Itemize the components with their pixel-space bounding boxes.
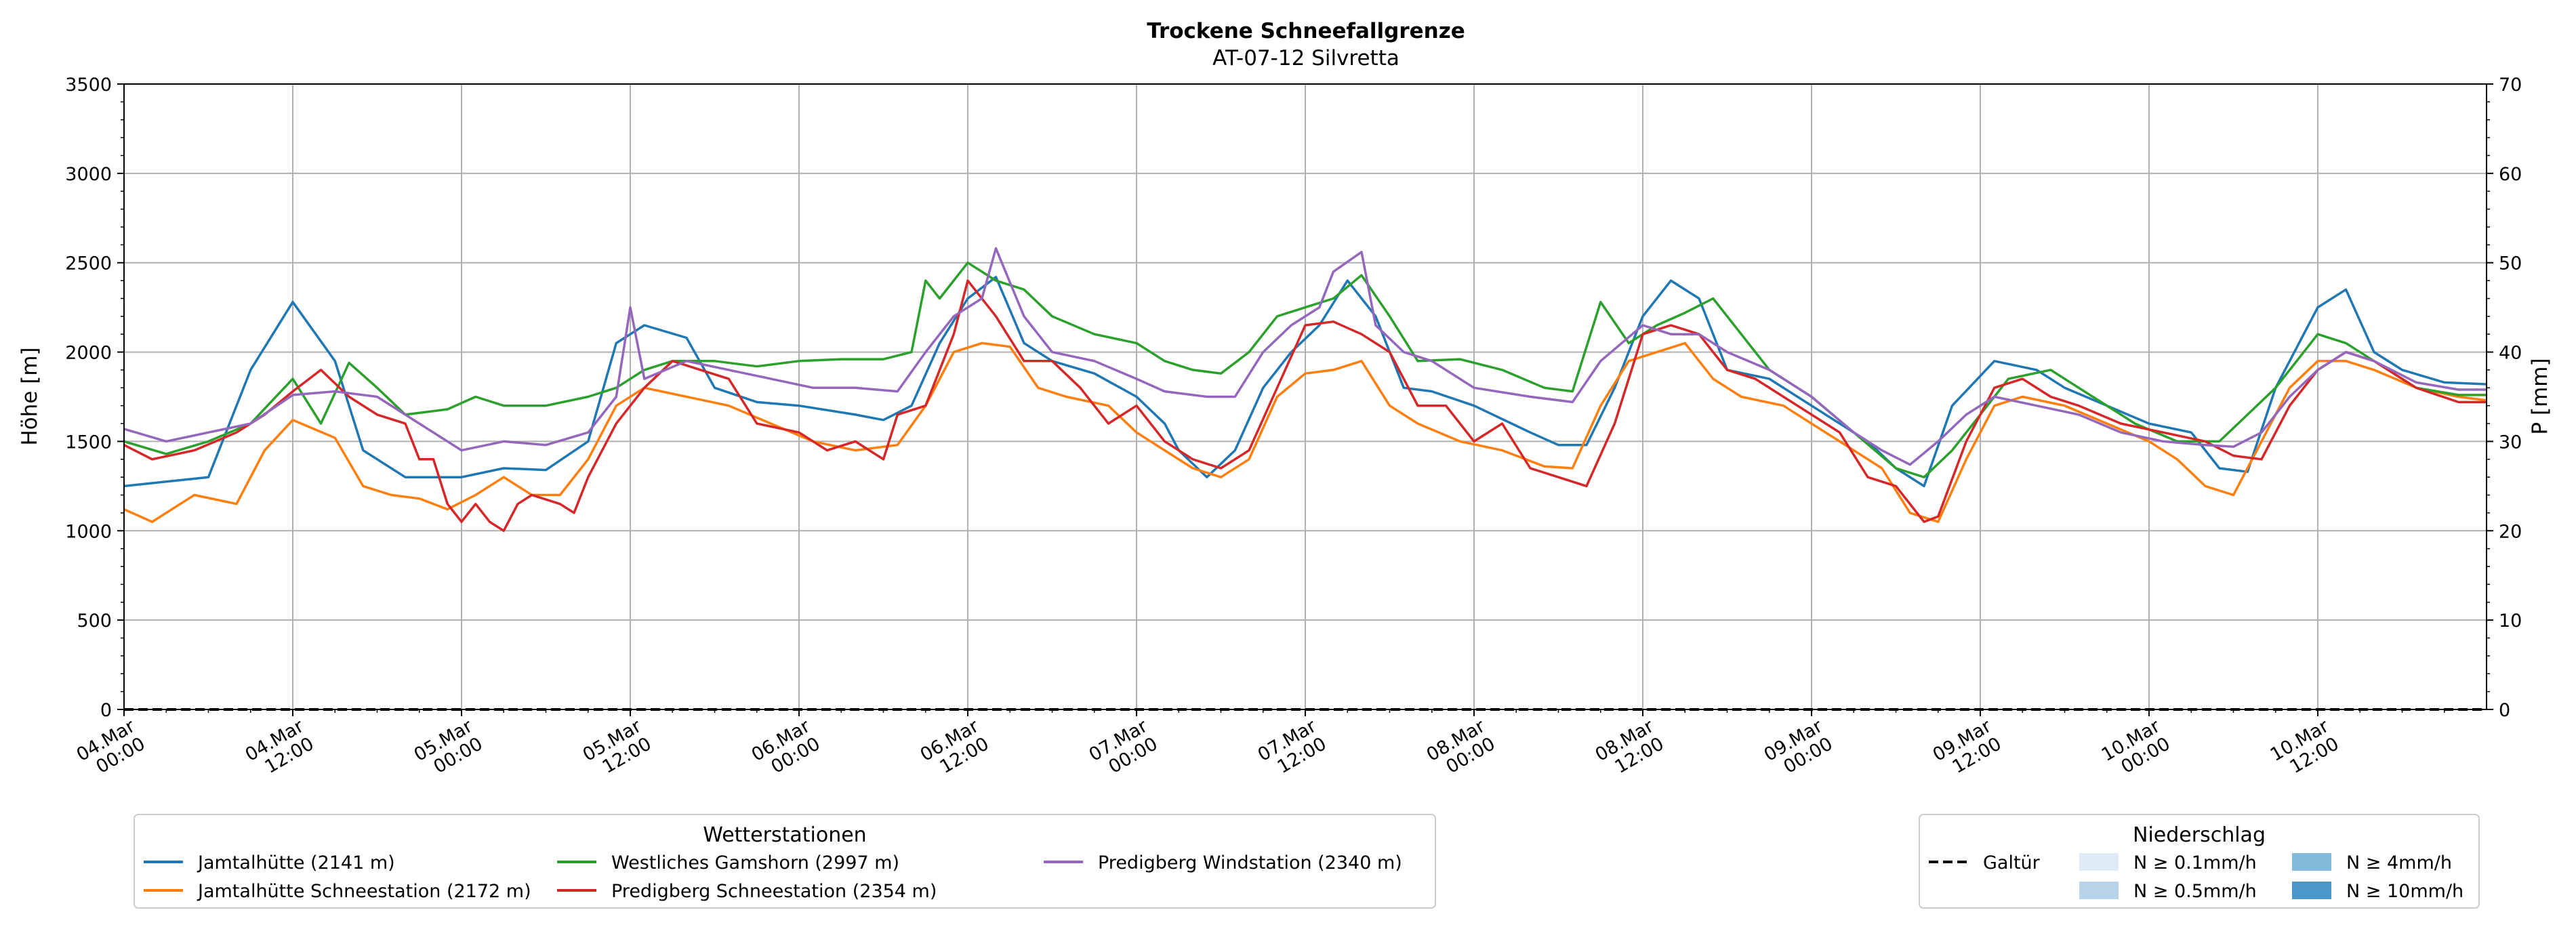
legend-stations: Wetterstationen Jamtalhütte (2141 m) Jamt… (134, 814, 1435, 908)
y-right-tick-label: 50 (2499, 253, 2522, 274)
legend-precip: Niederschlag Galtür N ≥ 0.1mm/h N ≥ 0.5mm… (1919, 814, 2479, 908)
legend-label-4: Predigberg Windstation (2340 m) (1098, 852, 1402, 873)
legend-label-2: Westliches Gamshorn (2997 m) (611, 852, 899, 873)
precip-label-0: N ≥ 0.1mm/h (2133, 852, 2257, 873)
y-right-tick-label: 40 (2499, 343, 2522, 364)
y-right-tick-label: 60 (2499, 164, 2522, 185)
legend-precip-line-label: Galtür (1983, 852, 2041, 873)
y-right-tick-label: 70 (2499, 75, 2522, 96)
legend-label-3: Predigberg Schneestation (2354 m) (611, 881, 937, 902)
y-right-tick-label: 20 (2499, 521, 2522, 542)
legend-label-0: Jamtalhütte (2141 m) (197, 852, 395, 873)
y-right-tick-label: 0 (2499, 700, 2510, 721)
y-right-tick-label: 30 (2499, 432, 2522, 453)
legend-stations-title: Wetterstationen (703, 823, 866, 847)
precip-label-2: N ≥ 4mm/h (2346, 852, 2452, 873)
y-tick-label: 2500 (65, 253, 112, 274)
legend-precip-title: Niederschlag (2133, 823, 2266, 847)
y-axis-label: Höhe [m] (18, 347, 42, 445)
precip-swatch-2 (2292, 853, 2331, 871)
axes: 0 500 1000 1500 2000 2500 3000 3500 0 10 20 30 40 50 6… (65, 75, 2522, 783)
legend-label-1: Jamtalhütte Schneestation (2172 m) (197, 881, 531, 902)
precip-label-3: N ≥ 10mm/h (2346, 881, 2463, 902)
precip-swatch-0 (2079, 853, 2119, 871)
precip-swatch-1 (2079, 882, 2119, 899)
y-tick-label: 3000 (65, 164, 112, 185)
chart-subtitle: AT-07-12 Silvretta (1212, 46, 1399, 70)
y-tick-label: 1000 (65, 521, 112, 542)
y-tick-label: 500 (77, 611, 112, 632)
y-right-tick-label: 10 (2499, 611, 2522, 632)
y-tick-label: 2000 (65, 343, 112, 364)
y-tick-label: 3500 (65, 75, 112, 96)
precip-swatch-3 (2292, 882, 2331, 899)
precip-label-1: N ≥ 0.5mm/h (2133, 881, 2257, 902)
y-tick-label: 1500 (65, 432, 112, 453)
y-axis-right-label: P [mm] (2528, 358, 2552, 434)
y-tick-label: 0 (100, 700, 112, 721)
chart-title: Trockene Schneefallgrenze (1147, 19, 1465, 43)
